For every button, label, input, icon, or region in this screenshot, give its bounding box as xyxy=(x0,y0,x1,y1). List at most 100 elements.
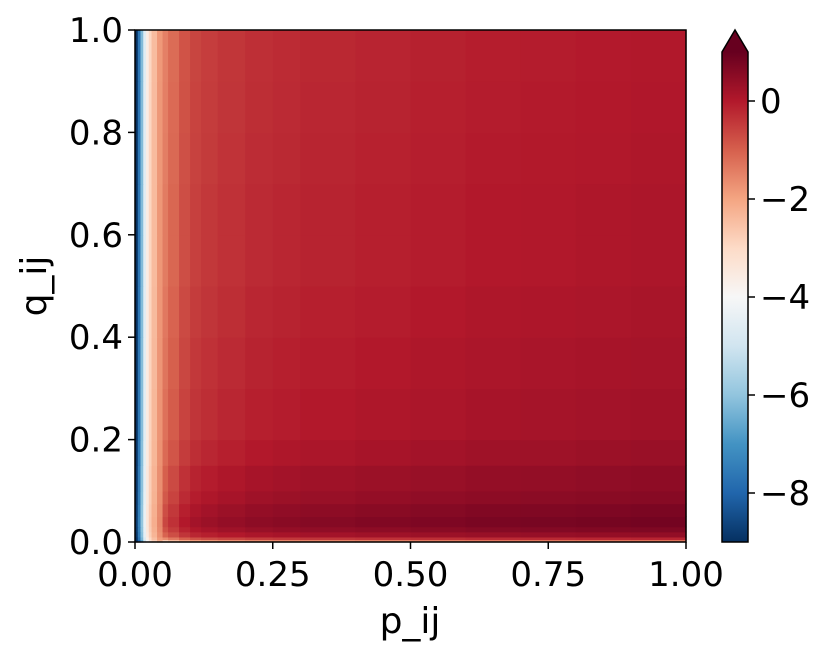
heatmap-cell xyxy=(135,531,139,538)
heatmap-cell xyxy=(151,539,158,543)
heatmap-cell xyxy=(157,539,164,543)
heatmap-cell xyxy=(217,516,246,528)
y-tick-label: 1.0 xyxy=(69,11,123,51)
heatmap-cell xyxy=(140,490,144,505)
heatmap-cell xyxy=(168,183,180,236)
heatmap-cell xyxy=(201,286,219,338)
heatmap-cell xyxy=(630,503,687,517)
heatmap-cell xyxy=(575,132,632,185)
heatmap-cell xyxy=(179,81,191,133)
heatmap-cell xyxy=(179,388,191,441)
heatmap-cell xyxy=(355,439,412,466)
heatmap-cell xyxy=(575,516,632,528)
heatmap-cell xyxy=(135,490,139,505)
heatmap-cell xyxy=(135,337,139,389)
heatmap-cell xyxy=(135,503,139,517)
heatmap-cell xyxy=(520,81,577,133)
heatmap-cell xyxy=(410,337,467,389)
heatmap-cell xyxy=(148,503,153,517)
heatmap-cell xyxy=(520,516,577,528)
heatmap-cell xyxy=(465,531,522,538)
heatmap-cell xyxy=(272,465,301,492)
heatmap-cell xyxy=(190,183,202,236)
heatmap-cell xyxy=(148,465,153,492)
heatmap-cell xyxy=(168,234,180,287)
heatmap-cell xyxy=(140,30,144,82)
heatmap-cell xyxy=(190,337,202,389)
heatmap-cell xyxy=(520,503,577,517)
heatmap-cell xyxy=(410,531,467,538)
heatmap-cell xyxy=(143,286,147,338)
heatmap-cell xyxy=(143,490,147,505)
heatmap-cell xyxy=(135,234,139,287)
heatmap-cell xyxy=(465,526,522,533)
heatmap-cell xyxy=(272,536,301,541)
heatmap-cell xyxy=(157,81,164,133)
heatmap-cell xyxy=(151,132,158,185)
heatmap-cell xyxy=(146,183,150,236)
heatmap-cell xyxy=(140,536,144,541)
heatmap-cell xyxy=(465,30,522,82)
heatmap-cell xyxy=(465,286,522,338)
heatmap-cell xyxy=(410,234,467,287)
heatmap-cell xyxy=(168,132,180,185)
heatmap-cell xyxy=(465,465,522,492)
y-tick-label: 0.0 xyxy=(69,523,123,563)
heatmap-cell xyxy=(135,286,139,338)
heatmap-cell xyxy=(140,132,144,185)
heatmap-cell xyxy=(179,286,191,338)
heatmap-cell xyxy=(140,337,144,389)
heatmap-cell xyxy=(520,286,577,338)
colorbar-tick-label: −2 xyxy=(760,180,810,220)
heatmap-cell xyxy=(520,439,577,466)
heatmap-cell xyxy=(146,30,150,82)
heatmap-cell xyxy=(465,132,522,185)
heatmap-cell xyxy=(137,503,142,517)
heatmap-cell xyxy=(245,286,274,338)
heatmap-cell xyxy=(575,539,632,543)
heatmap-cell xyxy=(151,439,158,466)
heatmap-cell xyxy=(162,30,169,82)
heatmap-cell xyxy=(575,465,632,492)
heatmap-cell xyxy=(520,536,577,541)
heatmap-cell xyxy=(151,531,158,538)
heatmap-cell xyxy=(300,388,356,441)
heatmap-cell xyxy=(272,526,301,533)
heatmap-cell xyxy=(146,439,150,466)
heatmap-cell xyxy=(168,286,180,338)
heatmap-cell xyxy=(630,337,687,389)
heatmap-cell xyxy=(201,536,219,541)
heatmap-cell xyxy=(245,539,274,543)
heatmap-cell xyxy=(217,337,246,389)
heatmap-cell xyxy=(140,439,144,466)
heatmap-cell xyxy=(410,81,467,133)
heatmap-cell xyxy=(520,337,577,389)
heatmap-cell xyxy=(201,539,219,543)
heatmap-cell xyxy=(410,388,467,441)
heatmap-cell xyxy=(135,439,139,466)
heatmap-cell xyxy=(355,536,412,541)
heatmap-cell xyxy=(630,183,687,236)
heatmap-cell xyxy=(143,388,147,441)
heatmap-cell xyxy=(162,81,169,133)
heatmap-cell xyxy=(137,132,142,185)
heatmap-cell xyxy=(630,516,687,528)
heatmap-cell xyxy=(135,539,139,543)
heatmap-cell xyxy=(245,388,274,441)
heatmap-cell xyxy=(272,516,301,528)
heatmap-cell xyxy=(143,526,147,533)
heatmap-cell xyxy=(465,337,522,389)
heatmap-cell xyxy=(157,516,164,528)
heatmap-cell xyxy=(179,183,191,236)
heatmap-cell xyxy=(143,30,147,82)
heatmap-cell xyxy=(168,490,180,505)
heatmap-cell xyxy=(355,337,412,389)
heatmap-cell xyxy=(162,536,169,541)
heatmap-cell xyxy=(300,516,356,528)
heatmap-cell xyxy=(190,490,202,505)
heatmap-cell xyxy=(300,539,356,543)
heatmap-cell xyxy=(355,531,412,538)
heatmap-cell xyxy=(143,516,147,528)
heatmap-cell xyxy=(520,490,577,505)
heatmap-cell xyxy=(410,286,467,338)
